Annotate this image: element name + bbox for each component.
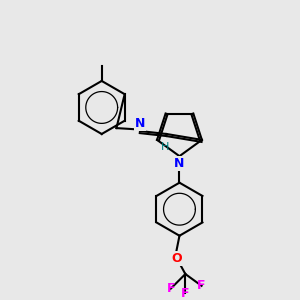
Text: F: F [197, 279, 206, 292]
Text: N: N [174, 157, 185, 170]
Text: F: F [181, 287, 190, 300]
Text: O: O [171, 252, 182, 265]
Text: F: F [167, 282, 175, 295]
Text: H: H [161, 142, 169, 152]
Text: N: N [135, 117, 145, 130]
